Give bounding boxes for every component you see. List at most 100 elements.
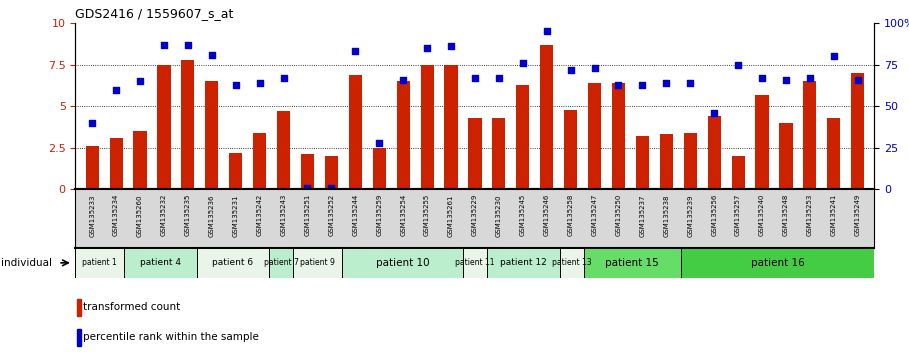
Point: [276, 75, 291, 81]
Bar: [684, 133, 697, 189]
Bar: [349, 75, 362, 189]
Bar: [325, 156, 338, 189]
Text: GSM135251: GSM135251: [305, 194, 311, 236]
Text: patient 13: patient 13: [552, 258, 592, 267]
Text: patient 12: patient 12: [500, 258, 546, 267]
Point: [611, 82, 625, 87]
Text: GSM135247: GSM135247: [592, 194, 597, 236]
Point: [492, 75, 506, 81]
Bar: [445, 64, 457, 189]
Bar: [134, 131, 146, 189]
Text: GSM135256: GSM135256: [711, 194, 717, 236]
Bar: [75, 248, 124, 278]
Bar: [584, 248, 681, 278]
Bar: [779, 123, 793, 189]
Bar: [468, 118, 482, 189]
Point: [683, 80, 697, 86]
Bar: [269, 248, 294, 278]
Point: [539, 28, 554, 34]
Point: [444, 44, 458, 49]
Text: patient 15: patient 15: [605, 258, 659, 268]
Bar: [124, 248, 196, 278]
Text: patient 10: patient 10: [375, 258, 429, 268]
Bar: [463, 248, 487, 278]
Bar: [342, 248, 463, 278]
Text: GSM135230: GSM135230: [496, 194, 502, 236]
Point: [133, 79, 147, 84]
Bar: [294, 248, 342, 278]
Bar: [301, 154, 315, 189]
Text: GSM135236: GSM135236: [209, 194, 215, 236]
Bar: [560, 248, 584, 278]
Text: patient 7: patient 7: [264, 258, 299, 267]
Point: [564, 67, 578, 73]
Bar: [516, 85, 529, 189]
Text: patient 6: patient 6: [213, 258, 254, 267]
Point: [85, 120, 99, 126]
Point: [420, 45, 435, 51]
Bar: [181, 59, 195, 189]
Point: [109, 87, 124, 92]
Point: [803, 75, 817, 81]
Bar: [85, 146, 99, 189]
Text: GSM135254: GSM135254: [400, 194, 406, 236]
Bar: [660, 135, 673, 189]
Bar: [851, 73, 864, 189]
Bar: [421, 64, 434, 189]
Bar: [229, 153, 243, 189]
Bar: [253, 133, 266, 189]
Text: GSM135242: GSM135242: [256, 194, 263, 236]
Text: GSM135237: GSM135237: [639, 194, 645, 236]
Bar: [612, 83, 625, 189]
Bar: [396, 81, 410, 189]
Bar: [540, 45, 554, 189]
Text: patient 11: patient 11: [455, 258, 494, 267]
Point: [635, 82, 650, 87]
Bar: [205, 81, 218, 189]
Point: [659, 80, 674, 86]
Text: individual: individual: [1, 258, 52, 268]
Text: GSM135253: GSM135253: [807, 194, 813, 236]
Bar: [827, 118, 840, 189]
Text: GSM135246: GSM135246: [544, 194, 550, 236]
Point: [587, 65, 602, 71]
Bar: [707, 116, 721, 189]
Text: patient 4: patient 4: [140, 258, 181, 267]
Point: [228, 82, 243, 87]
Bar: [755, 95, 769, 189]
Text: GSM135234: GSM135234: [113, 194, 119, 236]
Text: GSM135255: GSM135255: [425, 194, 430, 236]
Bar: [804, 81, 816, 189]
Point: [156, 42, 171, 47]
Bar: [564, 109, 577, 189]
Bar: [77, 329, 81, 346]
Bar: [373, 148, 385, 189]
Text: patient 1: patient 1: [83, 258, 117, 267]
Text: patient 16: patient 16: [751, 258, 804, 268]
Text: GSM135258: GSM135258: [567, 194, 574, 236]
Text: percentile rank within the sample: percentile rank within the sample: [84, 332, 259, 342]
Point: [300, 185, 315, 190]
Text: GSM135257: GSM135257: [735, 194, 741, 236]
Text: GSM135245: GSM135245: [520, 194, 525, 236]
Text: GSM135260: GSM135260: [137, 194, 143, 236]
Bar: [493, 118, 505, 189]
Point: [515, 60, 530, 66]
Text: GSM135232: GSM135232: [161, 194, 167, 236]
Bar: [77, 299, 81, 315]
Text: GSM135248: GSM135248: [783, 194, 789, 236]
Text: GSM135229: GSM135229: [472, 194, 478, 236]
Text: GSM135259: GSM135259: [376, 194, 383, 236]
Bar: [277, 111, 290, 189]
Bar: [732, 156, 744, 189]
Text: GSM135233: GSM135233: [89, 194, 95, 236]
Bar: [487, 248, 560, 278]
Point: [396, 77, 411, 82]
Point: [731, 62, 745, 67]
Point: [372, 140, 386, 145]
Text: GSM135240: GSM135240: [759, 194, 765, 236]
Text: GSM135250: GSM135250: [615, 194, 622, 236]
Point: [467, 75, 482, 81]
Point: [754, 75, 769, 81]
Text: patient 9: patient 9: [300, 258, 335, 267]
